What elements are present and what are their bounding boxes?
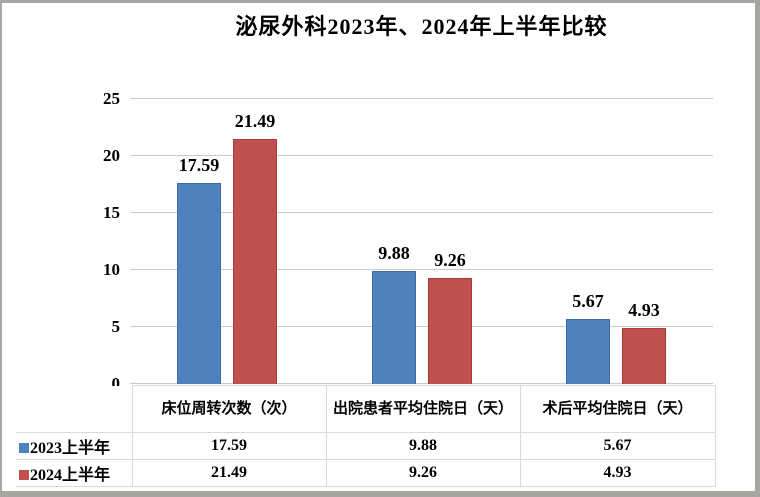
gridline-y-5 xyxy=(130,326,713,327)
table-corner-cell xyxy=(16,385,132,433)
y-axis-tick-label: 0 xyxy=(111,374,121,393)
y-axis-tick-label: 20 xyxy=(103,146,120,165)
bar-2023上半年-cat1 xyxy=(372,271,416,384)
y-axis-tick-label: 25 xyxy=(103,89,120,108)
category-header: 出院患者平均住院日（天） xyxy=(325,385,521,433)
bar-2024上半年-cat1 xyxy=(428,278,472,384)
gridline-y-20 xyxy=(130,155,713,156)
gridline-y-25 xyxy=(130,98,713,99)
gridline-y-15 xyxy=(130,212,713,213)
bar-data-label: 9.26 xyxy=(434,250,466,270)
table-header-row: 床位周转次数（次） 出院患者平均住院日（天） 术后平均住院日（天） xyxy=(16,385,716,433)
chart-title: 泌尿外科2023年、2024年上半年比较 xyxy=(235,14,608,39)
bar-2024上半年-cat0 xyxy=(233,139,277,384)
bar-data-label: 21.49 xyxy=(234,111,276,131)
plot-area: 0 5 10 15 20 25 17.59 21.49 9.88 9.26 5.67 4.93 xyxy=(103,90,713,392)
gridline-y-10 xyxy=(130,269,713,270)
table-row: 2023上半年 17.59 9.88 5.67 xyxy=(16,432,716,460)
table-value: 4.93 xyxy=(519,459,716,487)
legend-label: 2023上半年 xyxy=(30,440,111,457)
y-axis-tick-label: 15 xyxy=(103,203,120,222)
table-value: 9.88 xyxy=(325,432,521,460)
table-value: 21.49 xyxy=(131,459,327,487)
legend-item-2023: 2023上半年 xyxy=(16,432,133,460)
category-header: 术后平均住院日（天） xyxy=(519,385,716,433)
table-value: 17.59 xyxy=(131,432,327,460)
category-header: 床位周转次数（次） xyxy=(131,385,327,433)
table-value: 9.26 xyxy=(325,459,521,487)
y-axis-tick-label: 10 xyxy=(103,260,120,279)
bar-2023上半年-cat2 xyxy=(566,319,610,384)
gridline-y-0 xyxy=(130,383,713,384)
legend-item-2024: 2024上半年 xyxy=(16,459,133,487)
legend-swatch-2023-icon xyxy=(19,443,29,453)
legend-label: 2024上半年 xyxy=(30,467,111,484)
table-row: 2024上半年 21.49 9.26 4.93 xyxy=(16,459,716,487)
table-value: 5.67 xyxy=(519,432,716,460)
legend-swatch-2024-icon xyxy=(19,470,29,480)
bar-2024上半年-cat2 xyxy=(622,328,666,384)
y-axis-tick-label: 5 xyxy=(111,317,121,336)
data-table: 床位周转次数（次） 出院患者平均住院日（天） 术后平均住院日（天） 2023上半… xyxy=(16,385,716,487)
bar-data-label: 5.67 xyxy=(572,291,604,311)
bar-data-label: 9.88 xyxy=(378,243,410,263)
bar-data-label: 4.93 xyxy=(628,300,660,320)
bar-2023上半年-cat0 xyxy=(177,183,221,384)
bar-data-label: 17.59 xyxy=(178,155,220,175)
